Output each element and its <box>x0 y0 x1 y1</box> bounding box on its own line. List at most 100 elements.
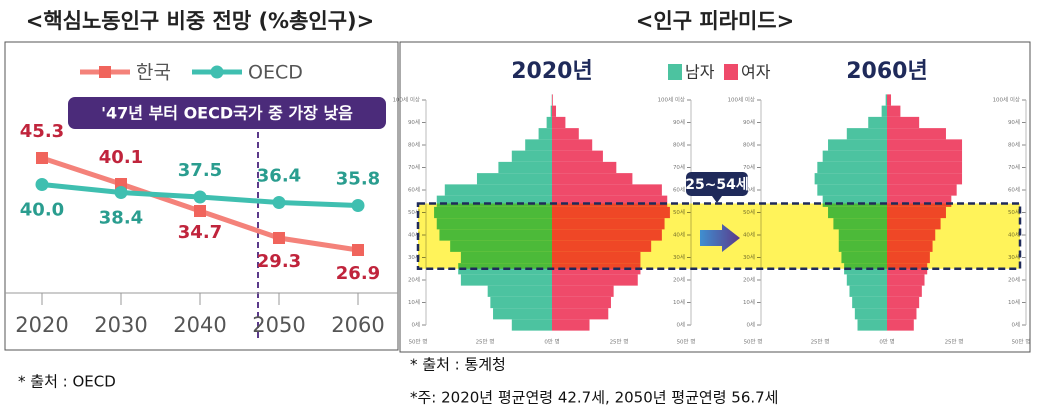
y-tick-label: 60세 <box>743 186 755 194</box>
bar <box>846 128 887 140</box>
bar <box>887 195 952 207</box>
y-tick-label: 0세 <box>676 321 685 329</box>
value-label: 35.8 <box>336 169 380 190</box>
bar <box>814 173 887 185</box>
y-tick-label: 20세 <box>743 276 755 284</box>
y-tick-label: 10세 <box>1008 298 1020 306</box>
x-tick-label: 50만 명 <box>677 338 696 346</box>
bar <box>552 128 579 140</box>
y-tick-label: 80세 <box>743 141 755 149</box>
y-tick-label: 100세 이상 <box>393 96 420 104</box>
y-tick-label: 80세 <box>408 141 420 149</box>
bar <box>887 285 922 297</box>
legend-label: 한국 <box>136 62 171 84</box>
bar <box>490 296 552 309</box>
x-tick-label: 2050 <box>252 313 305 337</box>
marker <box>193 190 207 204</box>
bar <box>846 274 887 286</box>
bar <box>538 128 552 140</box>
arrow <box>700 224 740 252</box>
bar <box>887 319 914 331</box>
y-tick-label: 30세 <box>408 253 420 261</box>
y-tick-label: 20세 <box>673 276 685 284</box>
y-tick-label: 80세 <box>1008 141 1020 149</box>
legend-label: 여자 <box>741 63 771 82</box>
bar <box>552 105 557 117</box>
bar <box>550 105 552 117</box>
chart-title: <핵심노동인구 비중 전망 (%총인구)> <box>26 9 375 33</box>
x-tick-label: 50만 명 <box>744 338 763 346</box>
highlight-border <box>416 202 1022 270</box>
footnote: * 출처 : OECD <box>18 373 116 391</box>
y-tick-label: 40세 <box>408 231 420 239</box>
y-tick-label: 100세 이상 <box>658 96 685 104</box>
bar <box>887 116 920 129</box>
bar <box>487 285 552 297</box>
x-tick-label: 25만 명 <box>476 338 495 346</box>
bar <box>476 173 552 185</box>
y-tick-label: 90세 <box>1008 118 1020 126</box>
y-tick-label: 10세 <box>673 298 685 306</box>
y-tick-label: 50세 <box>408 208 420 216</box>
marker <box>194 205 206 217</box>
y-tick-label: 70세 <box>743 163 755 171</box>
y-tick-label: 0세 <box>1011 321 1020 329</box>
panel-title: 2060년 <box>846 59 927 84</box>
y-tick-label: 60세 <box>673 186 685 194</box>
value-label: 29.3 <box>257 251 301 272</box>
bar <box>552 139 593 151</box>
y-tick-label: 80세 <box>673 141 685 149</box>
y-tick-label: 70세 <box>408 163 420 171</box>
y-tick-label: 60세 <box>1008 186 1020 194</box>
bar <box>552 161 617 174</box>
bar <box>552 296 611 309</box>
bar <box>552 285 614 297</box>
bar <box>817 161 887 174</box>
bar <box>881 105 887 117</box>
bar <box>849 285 887 297</box>
bar <box>511 150 552 162</box>
y-tick-label: 0세 <box>746 321 755 329</box>
footnote: * 출처 : 통계청 <box>410 356 506 374</box>
bar <box>887 150 963 162</box>
bar <box>552 195 668 207</box>
x-tick-label: 2060 <box>331 313 384 337</box>
x-tick-label: 50만 명 <box>409 338 428 346</box>
legend-swatch <box>668 64 682 80</box>
legend-marker <box>99 66 111 78</box>
annotation: '47년 부터 OECD국가 중 가장 낮음 <box>101 104 353 123</box>
bar <box>444 184 552 196</box>
marker <box>114 186 128 199</box>
bar <box>885 94 887 106</box>
x-tick-label: 25만 명 <box>811 338 830 346</box>
value-label: 40.1 <box>99 147 143 168</box>
bar <box>854 308 887 320</box>
highlight-tag <box>686 172 748 196</box>
x-tick-label: 0만 명 <box>544 338 559 346</box>
bar <box>546 116 552 129</box>
value-label: 26.9 <box>336 263 380 284</box>
legend-swatch <box>724 64 738 80</box>
marker <box>351 199 365 212</box>
bar <box>552 94 553 106</box>
bar <box>525 139 552 151</box>
bar <box>887 308 917 320</box>
highlight-label: 25~54세 <box>685 177 749 193</box>
y-tick-label: 10세 <box>408 298 420 306</box>
y-tick-label: 20세 <box>1008 276 1020 284</box>
value-label: 40.0 <box>20 200 64 221</box>
bar <box>511 319 552 331</box>
y-tick-label: 20세 <box>408 276 420 284</box>
value-label: 37.5 <box>178 160 222 181</box>
bar <box>887 296 920 309</box>
legend-marker <box>210 65 224 79</box>
bar <box>868 116 887 129</box>
bar <box>828 139 887 151</box>
value-label: 45.3 <box>20 121 64 142</box>
bar <box>887 161 963 174</box>
marker <box>272 196 286 209</box>
y-tick-label: 70세 <box>673 163 685 171</box>
bar <box>493 308 552 320</box>
chart-title: <인구 피라미드> <box>636 9 794 33</box>
